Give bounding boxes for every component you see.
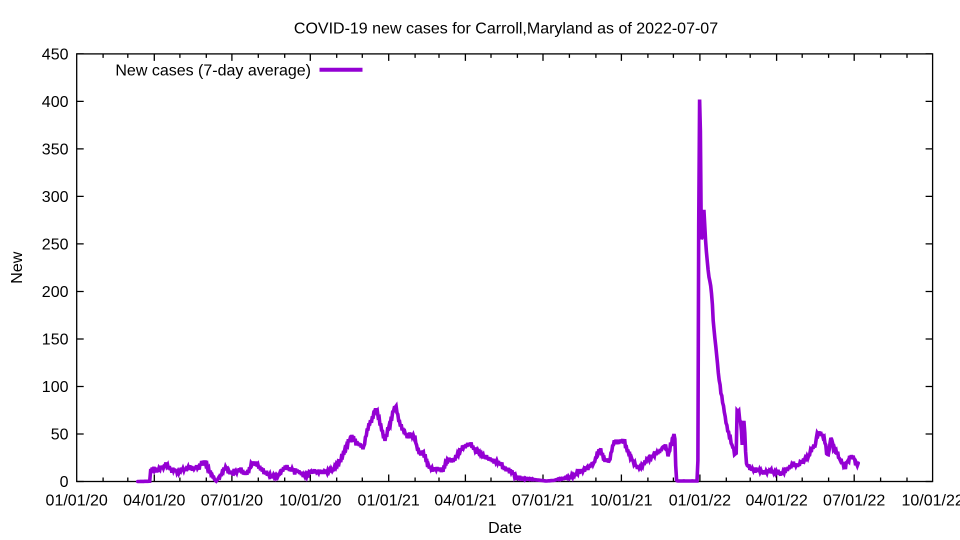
svg-text:450: 450 [42, 47, 69, 64]
svg-text:01/01/22: 01/01/22 [669, 493, 731, 510]
svg-text:01/01/21: 01/01/21 [358, 493, 420, 510]
svg-text:04/01/20: 04/01/20 [123, 493, 185, 510]
svg-text:Date: Date [488, 520, 522, 537]
svg-text:400: 400 [42, 94, 69, 111]
svg-text:350: 350 [42, 142, 69, 159]
svg-text:07/01/20: 07/01/20 [201, 493, 263, 510]
svg-text:100: 100 [42, 379, 69, 396]
svg-text:10/01/20: 10/01/20 [279, 493, 341, 510]
svg-text:04/01/22: 04/01/22 [745, 493, 807, 510]
svg-text:10/01/22: 10/01/22 [901, 493, 960, 510]
svg-text:0: 0 [60, 474, 69, 491]
svg-text:New cases (7-day average): New cases (7-day average) [115, 63, 311, 80]
svg-text:50: 50 [51, 427, 69, 444]
svg-text:300: 300 [42, 189, 69, 206]
svg-text:04/01/21: 04/01/21 [434, 493, 496, 510]
svg-text:07/01/21: 07/01/21 [512, 493, 574, 510]
svg-text:New: New [9, 251, 26, 283]
svg-text:07/01/22: 07/01/22 [823, 493, 885, 510]
svg-text:200: 200 [42, 284, 69, 301]
svg-text:250: 250 [42, 237, 69, 254]
svg-text:01/01/20: 01/01/20 [46, 493, 108, 510]
svg-text:150: 150 [42, 332, 69, 349]
svg-text:COVID-19 new cases for Carroll: COVID-19 new cases for Carroll,Maryland … [294, 21, 718, 38]
svg-text:10/01/21: 10/01/21 [590, 493, 652, 510]
